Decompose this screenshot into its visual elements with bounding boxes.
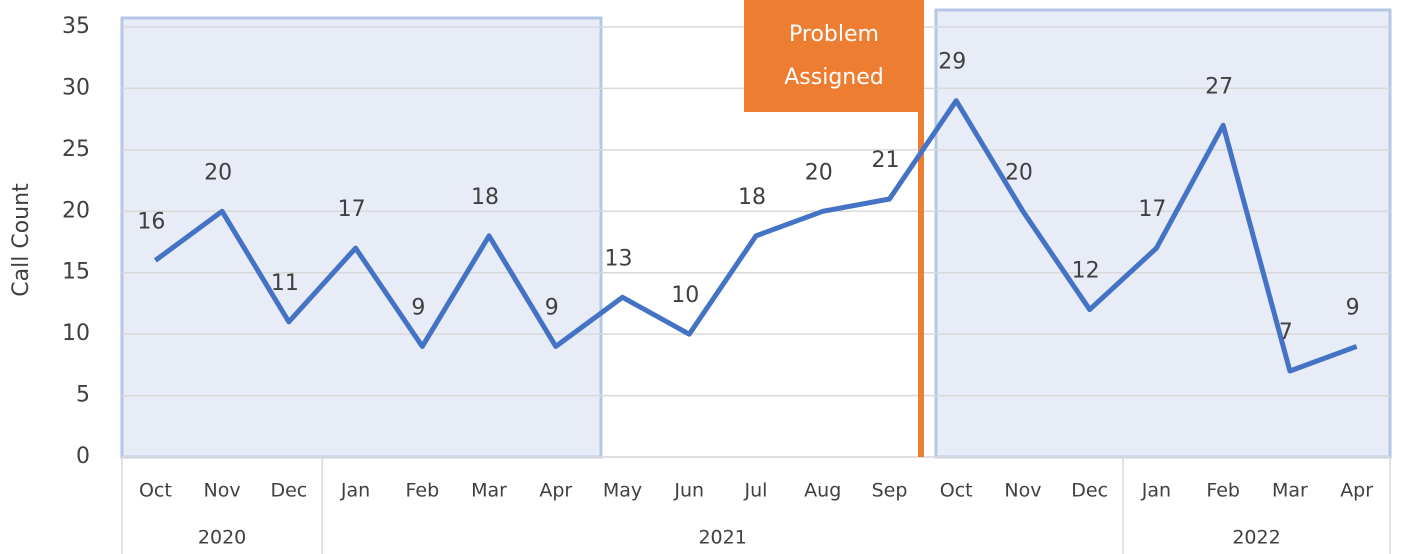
data-label: 20	[1005, 160, 1033, 185]
x-tick-label: Feb	[1206, 480, 1240, 502]
x-tick-label: Oct	[139, 480, 172, 502]
x-tick-label: Jan	[340, 480, 370, 502]
data-label: 21	[871, 148, 899, 173]
data-label: 9	[545, 295, 559, 320]
x-tick-label: Oct	[940, 480, 973, 502]
x-tick-label: May	[603, 480, 642, 502]
x-tick-label: Apr	[1340, 480, 1373, 502]
annotation-box	[744, 0, 921, 112]
data-label: 27	[1205, 74, 1233, 99]
x-tick-label: Nov	[1004, 480, 1041, 502]
data-label: 18	[471, 185, 499, 210]
y-tick-label: 20	[62, 198, 90, 223]
group-label: 2022	[1232, 527, 1280, 549]
data-label: 29	[938, 50, 966, 75]
x-tick-label: Dec	[270, 480, 307, 502]
data-label: 17	[1138, 197, 1166, 222]
x-tick-label: Dec	[1071, 480, 1108, 502]
y-tick-label: 5	[76, 383, 90, 408]
line	[153, 98, 1358, 374]
y-axis-label: Call Count	[9, 183, 34, 297]
x-tick-label: Apr	[539, 480, 572, 502]
data-label: 20	[204, 160, 232, 185]
y-tick-label: 10	[62, 321, 90, 346]
x-tick-label: Mar	[471, 480, 507, 502]
data-label: 16	[137, 209, 165, 234]
data-label: 12	[1072, 259, 1100, 284]
y-tick-label: 15	[62, 260, 90, 285]
data-label: 17	[338, 197, 366, 222]
group-label: 2021	[698, 527, 746, 549]
x-tick-label: Aug	[804, 480, 841, 502]
x-tick-label: Sep	[872, 480, 908, 502]
y-tick-label: 35	[62, 14, 90, 39]
annotation-text: Problem	[789, 22, 879, 47]
y-tick-label: 30	[62, 75, 90, 100]
data-label: 10	[671, 283, 699, 308]
data-label: 9	[1346, 295, 1360, 320]
x-tick-label: Jun	[673, 480, 704, 502]
data-label: 18	[738, 185, 766, 210]
y-tick-label: 0	[76, 444, 90, 469]
annotation-text: Assigned	[784, 65, 884, 90]
data-label: 13	[605, 246, 633, 271]
x-tick-label: Jul	[744, 480, 768, 502]
x-tick-label: Mar	[1272, 480, 1308, 502]
data-label: 20	[805, 160, 833, 185]
data-label: 9	[411, 295, 425, 320]
highlight-region	[120, 16, 603, 459]
group-label: 2020	[198, 527, 246, 549]
x-tick-label: Nov	[204, 480, 241, 502]
x-tick-label: Jan	[1141, 480, 1171, 502]
x-tick-label: Feb	[405, 480, 439, 502]
data-label: 7	[1279, 320, 1293, 345]
data-label: 11	[271, 271, 299, 296]
y-tick-label: 25	[62, 137, 90, 162]
